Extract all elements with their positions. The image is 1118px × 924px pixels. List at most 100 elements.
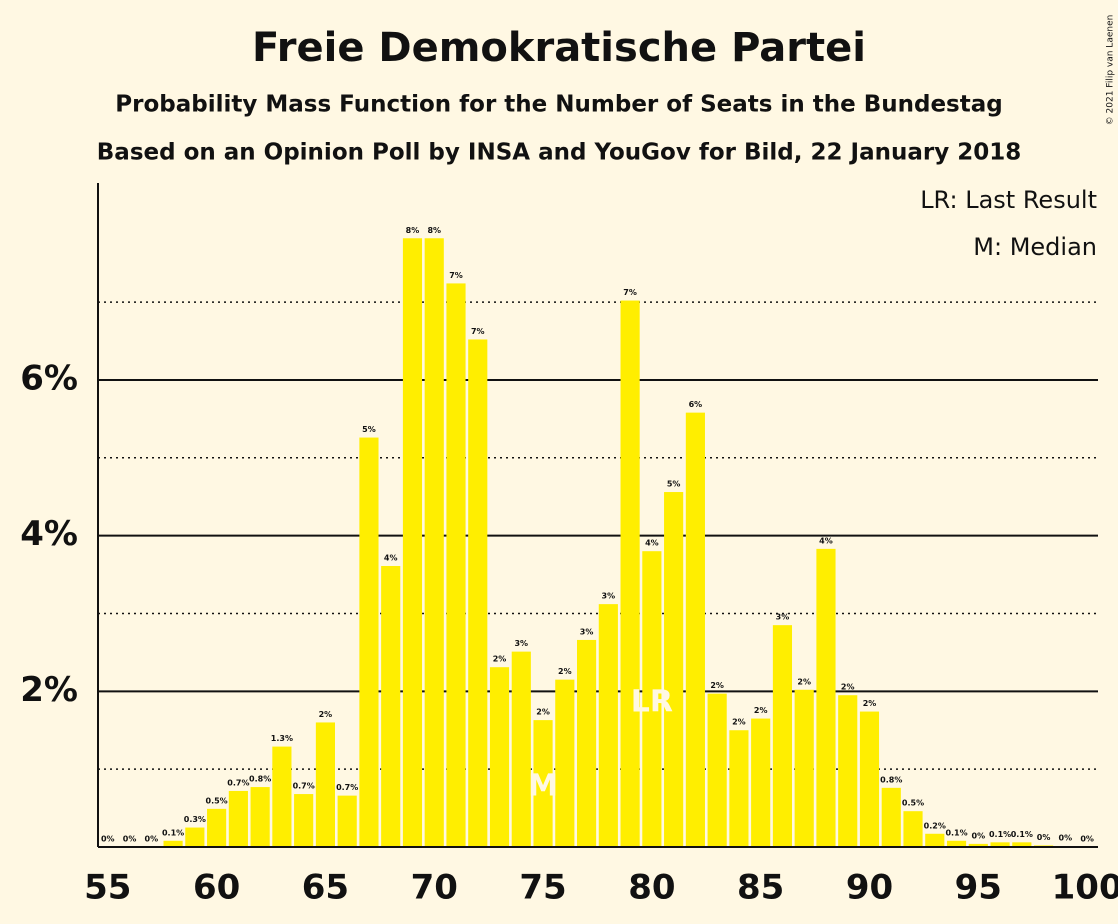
y-tick-label: 6% [20, 358, 78, 398]
bar [729, 730, 749, 847]
value-label: 0.1% [989, 830, 1011, 839]
y-tick-label: 2% [20, 670, 78, 710]
bar [925, 833, 945, 847]
value-label: 0.7% [336, 783, 358, 792]
value-label: 3% [580, 627, 594, 636]
x-tick-label: 100 [1052, 868, 1118, 908]
value-label: 0.7% [293, 782, 315, 791]
bar [315, 722, 335, 847]
bar [685, 412, 705, 847]
value-label: 4% [645, 539, 659, 548]
bar [294, 794, 314, 847]
value-label: 2% [493, 655, 507, 664]
value-label: 3% [514, 639, 528, 648]
bar [772, 625, 793, 847]
bar [990, 842, 1010, 847]
bar [968, 843, 988, 847]
x-tick-label: 75 [519, 868, 566, 908]
value-label: 8% [406, 226, 420, 235]
bar [859, 711, 880, 847]
bar [381, 565, 401, 847]
value-label: 0.1% [162, 828, 184, 837]
value-label: 5% [667, 480, 681, 489]
chart-title: Freie Demokratische Partei [252, 25, 866, 71]
value-label: 7% [471, 327, 485, 336]
bar [946, 840, 967, 847]
value-label: 8% [427, 226, 441, 235]
bar [402, 238, 423, 848]
bar [707, 693, 727, 847]
x-tick-label: 90 [846, 868, 893, 908]
value-label: 2% [319, 710, 333, 719]
x-tick-label: 80 [628, 868, 675, 908]
bar [359, 437, 379, 847]
value-label: 1.3% [271, 734, 293, 743]
bar [1012, 842, 1032, 847]
x-tick-label: 70 [411, 868, 458, 908]
bar [489, 667, 510, 847]
bar [424, 238, 444, 848]
marker-label: LR [631, 685, 673, 720]
value-label: 0% [972, 831, 986, 840]
value-label: 2% [558, 667, 572, 676]
value-label: 0% [1080, 835, 1094, 844]
bar [228, 790, 248, 847]
chart-subtitle: Probability Mass Function for the Number… [115, 92, 1002, 118]
bar [642, 551, 662, 847]
value-label: 7% [449, 271, 463, 280]
value-label: 2% [732, 718, 746, 727]
legend-entry: LR: Last Result [920, 186, 1097, 214]
bar [555, 679, 575, 847]
value-label: 0% [1037, 833, 1051, 842]
legend-entry: M: Median [973, 233, 1097, 261]
bar [446, 283, 466, 847]
bar [250, 787, 270, 847]
value-label: 0% [123, 835, 137, 844]
value-label: 2% [863, 699, 877, 708]
value-label: 0.1% [1011, 830, 1033, 839]
chart-subtitle: Based on an Opinion Poll by INSA and You… [97, 140, 1021, 166]
bar [468, 339, 488, 847]
marker-label: M [528, 769, 558, 804]
x-tick-label: 60 [193, 868, 240, 908]
bar [163, 840, 183, 847]
bar [794, 689, 814, 847]
copyright: © 2021 Filip van Laenen [1106, 15, 1116, 126]
bar [272, 746, 292, 847]
value-label: 0% [101, 835, 115, 844]
bar [598, 604, 618, 847]
value-label: 0.3% [184, 815, 206, 824]
y-tick-label: 4% [20, 514, 78, 554]
value-label: 0.5% [206, 796, 228, 805]
value-label: 0% [1059, 834, 1073, 843]
value-label: 0.7% [227, 778, 249, 787]
value-label: 7% [623, 288, 637, 297]
value-label: 0% [145, 835, 159, 844]
value-label: 6% [689, 400, 703, 409]
x-tick-label: 85 [737, 868, 784, 908]
bar [337, 795, 357, 847]
value-label: 0.5% [902, 799, 924, 808]
bar [511, 651, 531, 847]
bar [903, 811, 923, 847]
value-label: 0.2% [924, 821, 946, 830]
value-label: 3% [602, 592, 616, 601]
bar [533, 720, 553, 847]
bar [664, 492, 684, 847]
bar [881, 787, 901, 847]
value-label: 2% [797, 677, 811, 686]
value-label: 0.1% [945, 828, 967, 837]
x-tick-label: 95 [955, 868, 1002, 908]
value-label: 4% [384, 553, 398, 562]
value-label: 2% [536, 708, 550, 717]
value-label: 2% [841, 683, 855, 692]
x-tick-label: 55 [84, 868, 131, 908]
bar [816, 548, 836, 847]
bar [751, 718, 771, 847]
value-label: 3% [776, 613, 790, 622]
bar [185, 827, 205, 847]
value-label: 2% [754, 706, 768, 715]
bar [207, 808, 227, 847]
value-label: 4% [819, 536, 833, 545]
